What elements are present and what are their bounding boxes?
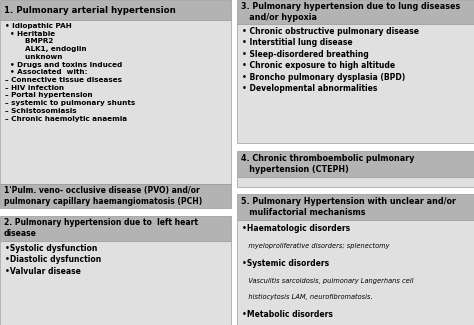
Text: • Idiopathic PAH
  • Heritable
        BMPR2
        ALK1, endoglin
        unkn: • Idiopathic PAH • Heritable BMPR2 ALK1,…: [5, 23, 135, 122]
Text: myeloproliferative disorders; splenectomy: myeloproliferative disorders; splenectom…: [242, 243, 389, 249]
Text: Vasculitis sarcoidosis, pulmonary Langerhans cell: Vasculitis sarcoidosis, pulmonary Langer…: [242, 278, 413, 284]
Text: • Chronic obstructive pulmonary disease
• Interstitial lung disease
• Sleep-diso: • Chronic obstructive pulmonary disease …: [242, 27, 419, 93]
Text: •Metabolic disorders: •Metabolic disorders: [242, 310, 333, 319]
Bar: [237, 151, 474, 177]
Bar: [237, 177, 474, 187]
Bar: [237, 24, 474, 143]
Bar: [0, 0, 231, 20]
Bar: [237, 194, 474, 220]
Bar: [237, 0, 474, 24]
Bar: [0, 20, 231, 184]
Text: 3. Pulmonary hypertension due to lung diseases
   and/or hypoxia: 3. Pulmonary hypertension due to lung di…: [241, 2, 460, 22]
Bar: [0, 216, 231, 240]
Text: 2. Pulmonary hypertension due to  left heart
disease: 2. Pulmonary hypertension due to left he…: [4, 218, 198, 238]
Text: •Haematologic disorders: •Haematologic disorders: [242, 224, 350, 233]
Text: 1'Pulm. veno- occlusive disease (PVO) and/or
pulmonary capillary haemangiomatosi: 1'Pulm. veno- occlusive disease (PVO) an…: [4, 186, 202, 206]
Bar: [0, 184, 231, 208]
Text: histiocytosis LAM, neurofibromatosis.: histiocytosis LAM, neurofibromatosis.: [242, 294, 373, 300]
Text: 1. Pulmonary arterial hypertension: 1. Pulmonary arterial hypertension: [4, 6, 175, 15]
Text: 4. Chronic thromboembolic pulmonary
   hypertension (CTEPH): 4. Chronic thromboembolic pulmonary hype…: [241, 154, 414, 174]
Text: 5. Pulmonary Hypertension with unclear and/or
   mulifactorial mechanisms: 5. Pulmonary Hypertension with unclear a…: [241, 197, 456, 217]
Bar: [0, 240, 231, 325]
Text: •Systemic disorders: •Systemic disorders: [242, 259, 329, 268]
Text: •Systolic dysfunction
•Diastolic dysfunction
•Valvular disease: •Systolic dysfunction •Diastolic dysfunc…: [5, 244, 101, 276]
Bar: [237, 220, 474, 325]
